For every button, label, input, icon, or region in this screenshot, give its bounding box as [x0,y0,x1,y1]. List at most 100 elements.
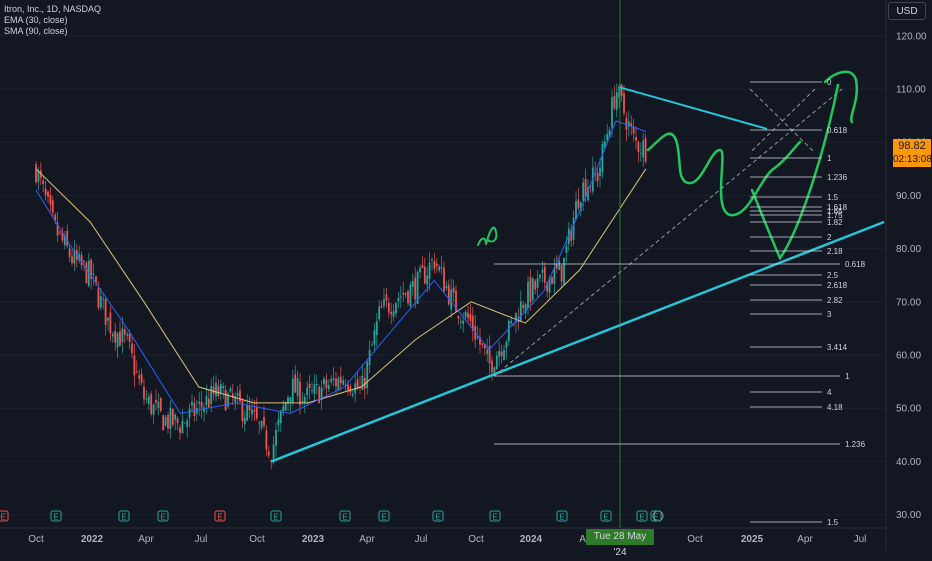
candle-body [534,280,537,290]
candle-body [287,397,289,404]
earnings-marker-icon[interactable] [378,510,390,522]
candle-body [335,378,337,387]
candle-body [59,231,61,233]
candle-body [543,266,546,283]
candle-body [186,420,189,427]
candle-body [618,86,621,98]
y-tick-label: 110.00 [896,85,926,96]
candle-body [80,255,83,266]
earnings-marker-icon[interactable] [157,510,169,522]
earnings-marker-icon[interactable] [0,510,9,522]
candle-body [476,336,479,339]
legend-sma[interactable]: SMA (90, close) [4,26,68,36]
x-tick-label: 2022 [81,534,104,545]
currency-button[interactable]: USD [888,2,926,20]
earnings-marker-icon[interactable] [636,510,648,522]
candle-body [140,373,143,384]
candle-body [409,284,412,307]
candle-body [361,375,364,390]
grid [0,35,886,516]
candle-body [519,301,522,322]
earnings-marker-icon[interactable] [556,510,568,522]
candle-body [517,317,520,323]
candle-body [246,404,249,421]
legend-symbol[interactable]: Itron, Inc., 1D, NASDAQ [4,4,102,14]
earnings-marker-label: E [0,513,5,522]
fib-label: 2 [827,233,832,242]
earnings-marker-icon[interactable] [489,510,501,522]
earnings-marker-icon[interactable] [339,510,351,522]
candle-body [138,375,141,379]
fib-label: 2.5 [827,271,839,280]
earnings-marker-icon[interactable] [270,510,282,522]
y-tick-label: 120.00 [896,31,927,42]
candle-body [114,331,117,343]
candle-body [644,138,647,162]
earnings-marker-icon[interactable] [600,510,612,522]
earnings-marker-icon[interactable] [650,510,662,522]
candle-body [481,343,484,345]
fib-label: 1.236 [827,173,848,182]
candle-body [495,355,498,370]
candle-body [428,262,431,279]
fib-label: 2.18 [827,247,843,256]
candle-body [63,235,66,246]
candle-body [236,392,239,396]
candle-body [440,267,443,269]
fib-label: 1.5 [827,518,839,527]
candle-body [587,187,589,201]
support-trendline[interactable] [271,220,885,463]
candle-body [169,408,172,430]
candle-body [128,333,131,342]
projection-dashed-line[interactable] [493,88,843,377]
candles [35,83,647,470]
candle-body [126,334,129,336]
legend-ema[interactable]: EMA (30, close) [4,15,68,25]
candle-body [421,265,424,268]
candle-body [349,386,352,393]
bar-countdown: 02:13:08 [893,154,932,165]
x-tick-label: 2025 [741,534,764,545]
candle-body [174,414,177,420]
candle-body [347,384,349,391]
earnings-marker-label: E [342,513,347,522]
candle-body [49,194,52,205]
x-tick-label: Oct [468,534,484,545]
earnings-marker-icon[interactable] [50,510,62,522]
resistance-trendline[interactable] [619,86,768,130]
candle-body [243,417,246,425]
candle-body [296,378,299,396]
candle-body [332,378,335,380]
note-drawing[interactable] [477,226,498,246]
drop-drawing[interactable] [750,83,840,261]
wave-drawing[interactable] [646,132,802,217]
candle-body [270,460,273,463]
candle-body [387,302,390,313]
candle-body [632,126,635,134]
candle-body [493,367,496,374]
candle-body [291,378,294,402]
arrow-drawing[interactable] [823,70,859,124]
earnings-marker-icon[interactable] [432,510,444,522]
candle-body [179,427,181,433]
candle-body [599,167,601,177]
candle-body [181,420,184,434]
candle-body [563,257,565,285]
x-tick-label: Oct [28,534,44,545]
candle-body [575,201,577,220]
candle-body [131,343,133,354]
earnings-marker-icon[interactable] [118,510,130,522]
candle-body [558,260,561,270]
candle-body [404,293,407,295]
candle-body [608,129,611,138]
candle-body [546,281,549,292]
earnings-marker-label: E [435,513,440,522]
candle-body [320,387,323,400]
candle-body [411,280,414,287]
candle-body [104,298,107,326]
candle-body [308,384,311,389]
x-tick-label: Oct [249,534,265,545]
earnings-marker-icon[interactable] [214,510,226,522]
